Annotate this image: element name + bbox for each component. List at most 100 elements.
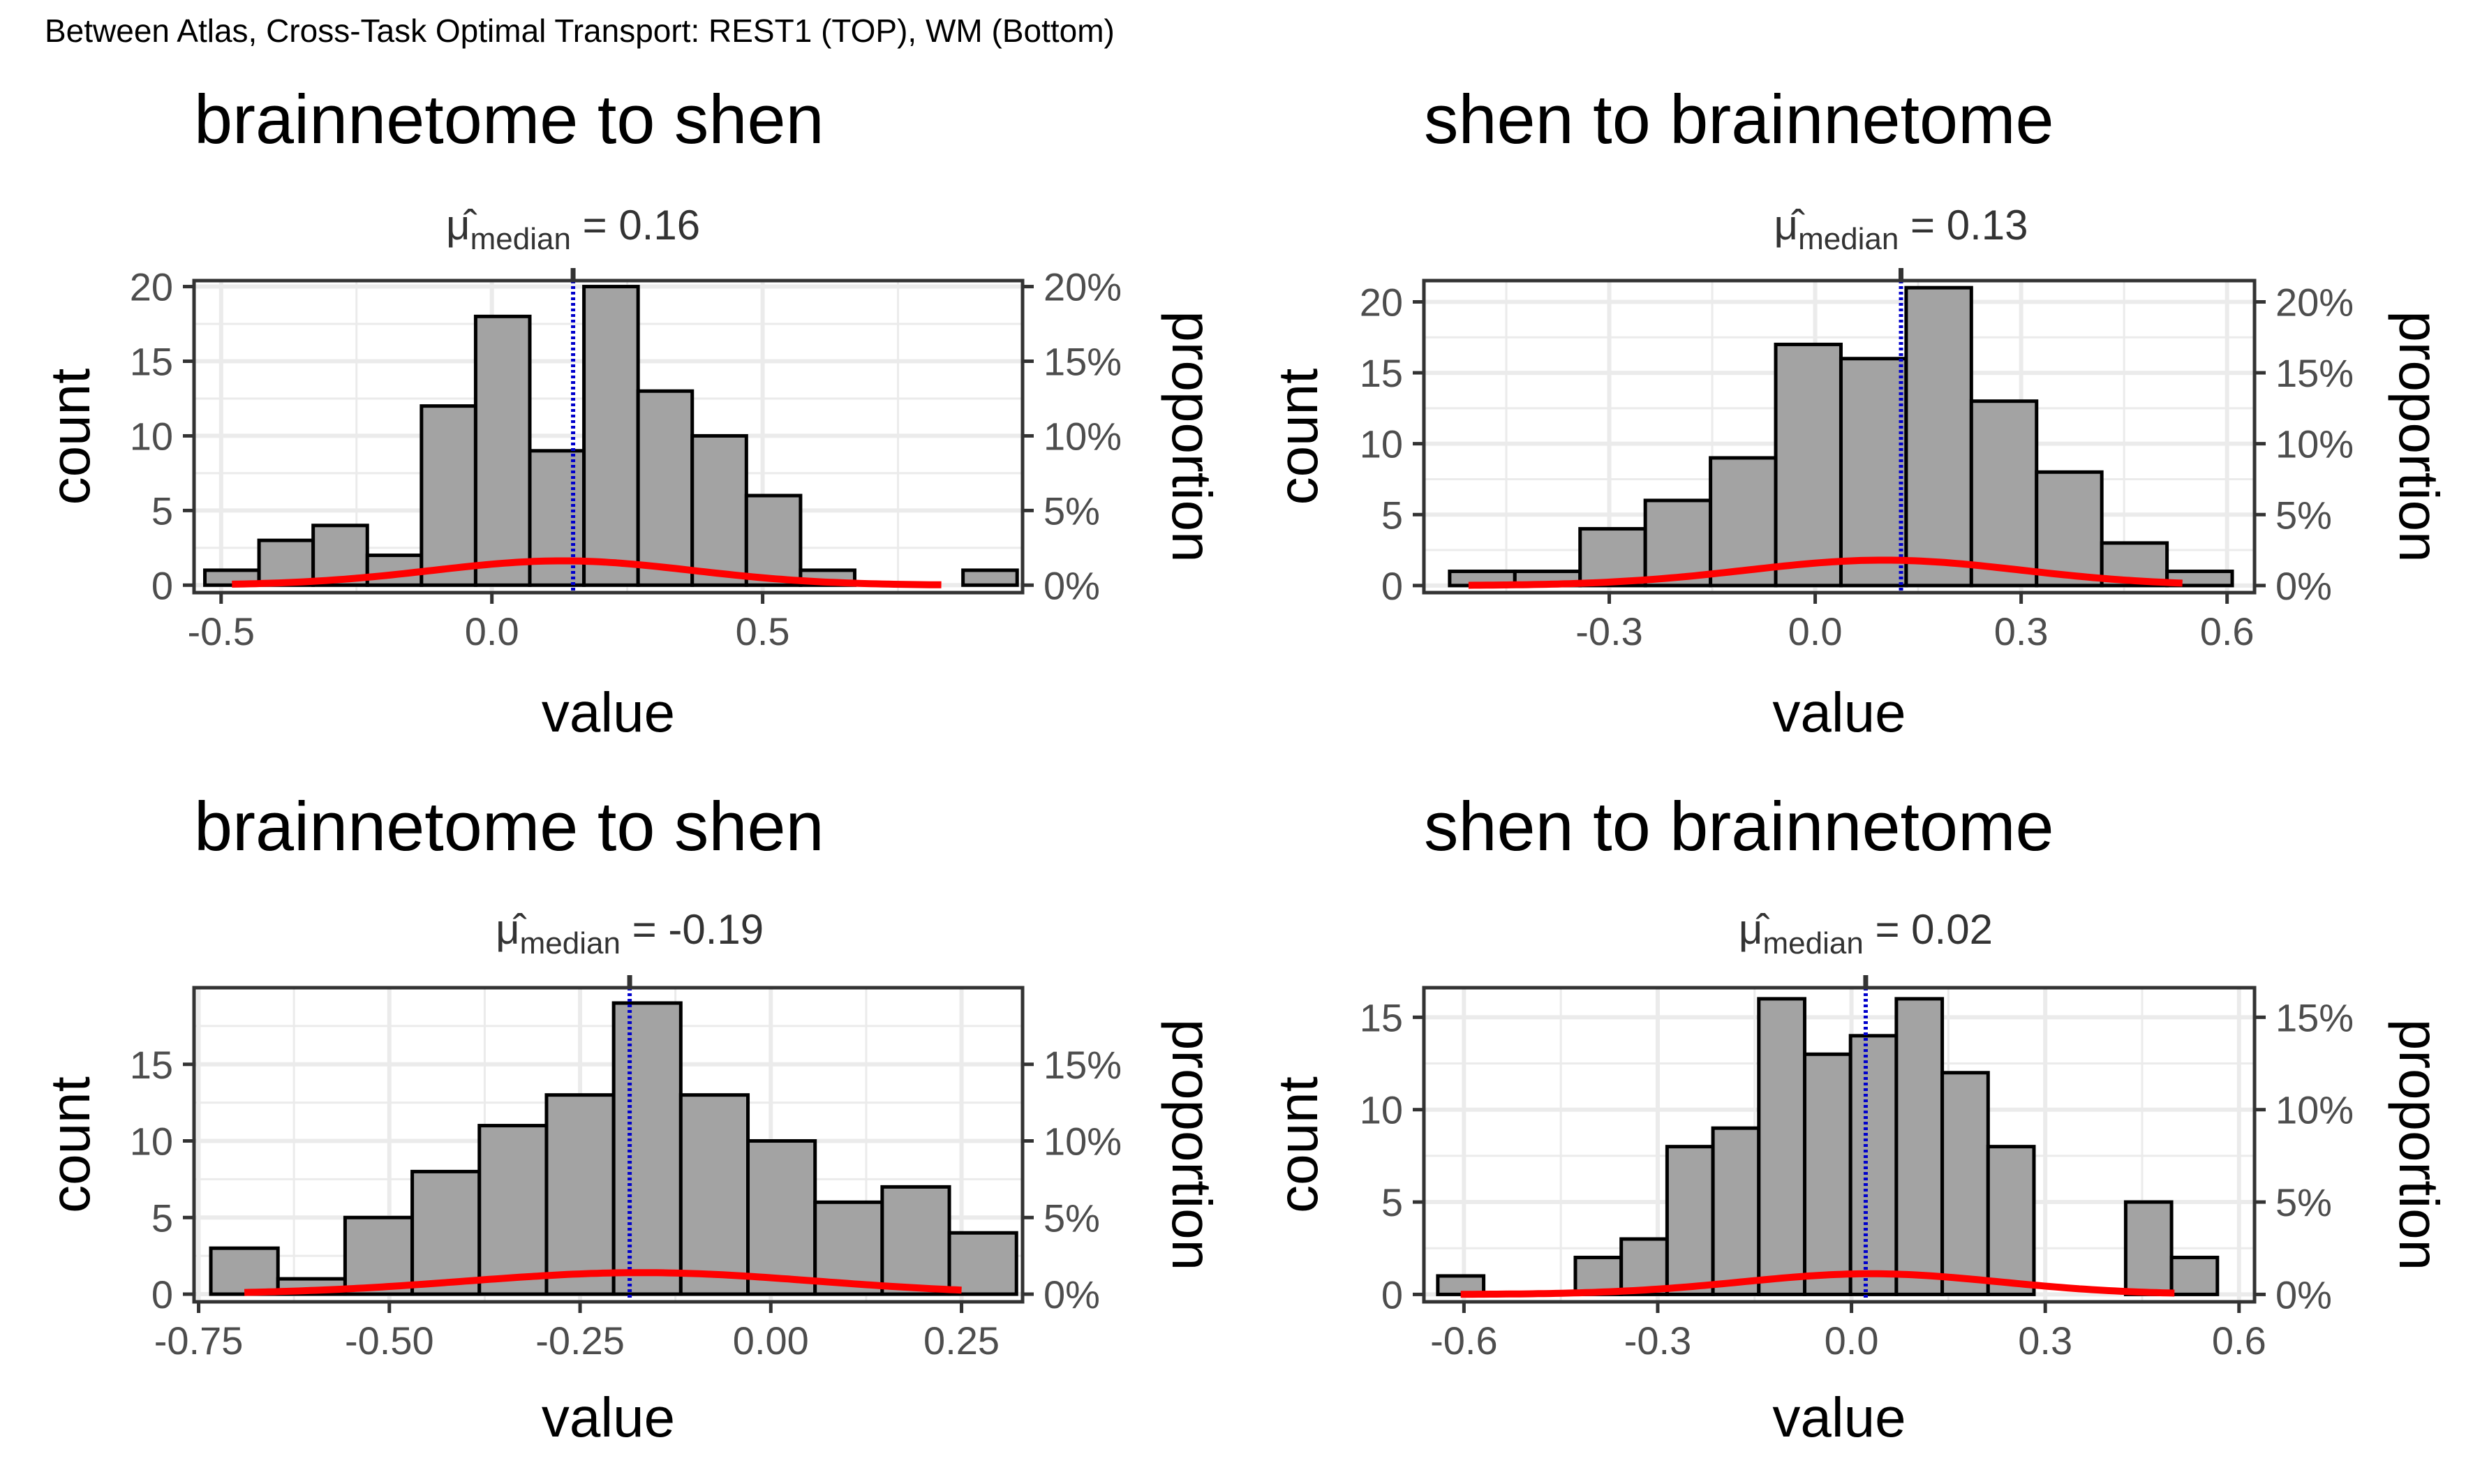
annotation-value: = -0.19	[621, 906, 764, 953]
y-axis-title: count	[39, 369, 101, 505]
panel-title: shen to brainnetome	[1424, 787, 2054, 865]
histogram-bar	[209, 1246, 280, 1296]
annotation-subscript: median	[470, 222, 571, 256]
histogram-bar	[1969, 399, 2039, 588]
y2-tick-label: 0%	[1044, 1272, 1100, 1316]
histogram-bar	[1839, 357, 1908, 588]
histogram-bar	[2169, 1255, 2220, 1296]
histogram-bar	[1986, 1145, 2036, 1296]
x-tick-label: -0.75	[154, 1319, 244, 1363]
x-axis-title: value	[1772, 1386, 1906, 1448]
histogram-bar	[2123, 1200, 2174, 1296]
median-annotation: μ̂median = 0.16	[446, 202, 700, 256]
panel-title: brainnetome to shen	[194, 787, 824, 865]
y2-tick-label: 0%	[2275, 564, 2332, 608]
histogram-bar	[1848, 1034, 1899, 1296]
y2-axis-title: proportion	[1161, 311, 1223, 562]
histogram-bar	[1578, 527, 1647, 588]
y2-tick-label: 5%	[1044, 489, 1100, 533]
x-axis-title: value	[542, 1386, 675, 1448]
x-tick-label: 0.5	[736, 609, 790, 653]
annotation-value: = 0.13	[1899, 202, 2028, 248]
y2-tick-label: 15%	[2275, 351, 2354, 395]
y-axis-title: count	[39, 1076, 101, 1213]
histogram-panel-1: -0.5 0.0 0.5 0 5 10 15 20 0% 5% 10% 15% 20% μ̂median …	[39, 80, 1223, 743]
histogram-bar	[1709, 456, 1778, 588]
annotation-subscript: median	[520, 926, 621, 960]
y-tick-label: 10	[130, 414, 173, 458]
x-tick-label: 0.00	[733, 1319, 809, 1363]
density-curve	[244, 1269, 962, 1296]
x-tick-label: -0.50	[345, 1319, 434, 1363]
histogram-bar	[744, 494, 803, 587]
y2-tick-label: 15%	[1044, 339, 1122, 383]
histogram-bar	[1711, 1126, 1761, 1296]
y2-axis-title: proportion	[2388, 1019, 2450, 1270]
y2-tick-label: 10%	[2275, 422, 2354, 466]
y2-tick-label: 10%	[2275, 1088, 2354, 1132]
histogram-bar	[690, 433, 748, 587]
y-tick-label: 5	[151, 1196, 173, 1240]
y2-axis-title: proportion	[1161, 1019, 1223, 1270]
panel-title: brainnetome to shen	[194, 80, 824, 158]
x-tick-label: -0.5	[188, 609, 255, 653]
x-tick-label: 0.0	[1825, 1319, 1879, 1363]
histogram-bar	[678, 1093, 750, 1296]
x-axis-title: value	[542, 681, 675, 743]
y2-tick-label: 5%	[2275, 1180, 2332, 1224]
x-tick-label: 0.6	[2200, 609, 2255, 653]
x-tick-label: 0.6	[2212, 1319, 2266, 1363]
histogram-bar	[2035, 470, 2104, 588]
y2-tick-label: 20%	[2275, 280, 2354, 324]
panel-title: shen to brainnetome	[1424, 80, 2054, 158]
y-tick-label: 20	[1360, 280, 1403, 324]
bars	[1436, 997, 2220, 1296]
figure-title: Between Atlas, Cross-Task Optimal Transp…	[45, 13, 1115, 49]
y2-tick-label: 20%	[1044, 265, 1122, 309]
y2-tick-label: 10%	[1044, 1120, 1122, 1164]
histogram-bar	[1774, 342, 1843, 588]
histogram-bar	[477, 1124, 549, 1296]
annotation-subscript: median	[1762, 926, 1863, 960]
x-axis-title: value	[1772, 681, 1906, 743]
histogram-bar	[1940, 1071, 1990, 1296]
y2-tick-label: 0%	[2275, 1272, 2332, 1316]
y-tick-label: 10	[130, 1120, 173, 1164]
x-tick-label: 0.0	[1788, 609, 1843, 653]
y-tick-label: 15	[130, 339, 173, 383]
histogram-bar	[880, 1185, 951, 1296]
y-tick-label: 5	[1381, 1180, 1403, 1224]
y-tick-label: 20	[130, 265, 173, 309]
y-axis-title: count	[1267, 369, 1329, 505]
x-tick-label: 0.25	[923, 1319, 1000, 1363]
x-tick-label: 0.0	[465, 609, 519, 653]
histogram-bar	[365, 554, 424, 587]
y-tick-label: 0	[151, 1272, 173, 1316]
y2-tick-label: 5%	[1044, 1196, 1100, 1240]
median-annotation: μ̂median = -0.19	[496, 906, 764, 960]
y-tick-label: 0	[1381, 564, 1403, 608]
y-tick-label: 15	[1360, 995, 1403, 1039]
y-axis-title: count	[1267, 1076, 1329, 1213]
median-annotation: μ̂median = 0.02	[1739, 906, 1993, 960]
y-tick-label: 10	[1360, 1088, 1403, 1132]
histogram-bar	[636, 389, 695, 587]
histogram-bar	[410, 1169, 482, 1296]
y2-tick-label: 0%	[1044, 563, 1100, 607]
histogram-bar	[1894, 997, 1945, 1296]
histogram-panel-4: -0.6 -0.3 0.0 0.3 0.6 0 5 10 15 0% 5% 10% 15% μ̂media…	[1267, 787, 2450, 1448]
x-tick-label: 0.3	[1994, 609, 2049, 653]
y-tick-label: 10	[1360, 422, 1403, 466]
y-tick-label: 5	[1381, 493, 1403, 537]
bars	[1448, 285, 2234, 588]
panel-border	[192, 986, 1025, 1304]
histogram-bar	[2165, 570, 2234, 588]
panel-border	[1422, 279, 2257, 595]
y2-tick-label: 15%	[2275, 995, 2354, 1039]
x-tick-label: -0.6	[1430, 1319, 1498, 1363]
histogram-bar	[1665, 1145, 1715, 1296]
y-tick-label: 0	[151, 563, 173, 607]
annotation-value: = 0.16	[571, 202, 700, 248]
histogram-bar	[746, 1139, 817, 1296]
